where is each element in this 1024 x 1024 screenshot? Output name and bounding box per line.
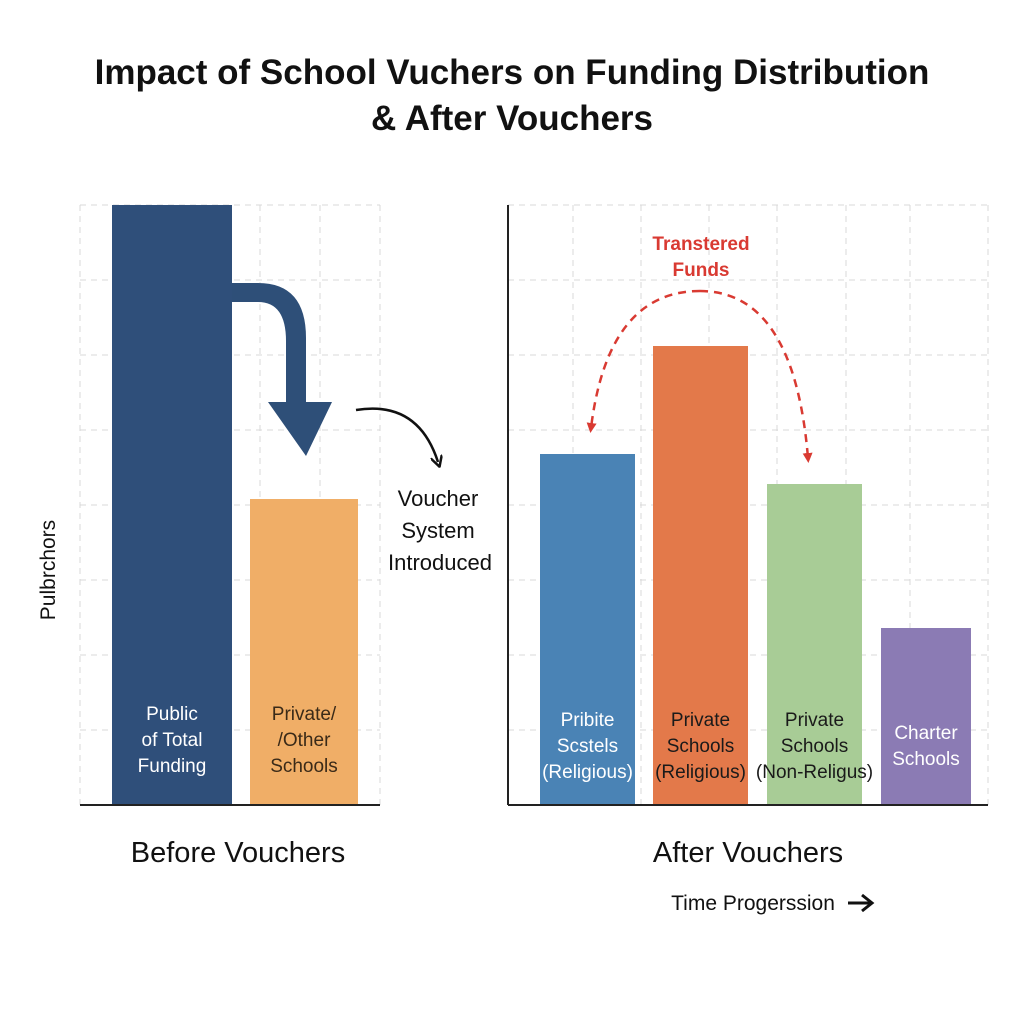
chart-title-line-1: Impact of School Vuchers on Funding Dist… — [94, 53, 930, 92]
before-bar-1-label: of Total — [142, 730, 203, 751]
after-panel-bars: Pribite Scstels (Religious) Private Schools (… — [540, 346, 971, 805]
chart-title: Impact of School Vuchers on Funding Dist… — [0, 50, 1024, 142]
after-bar-4-label: Schools — [892, 749, 960, 770]
before-bar-1-label: Funding — [138, 756, 207, 777]
transfer-arrow-left — [586, 289, 701, 433]
before-panel-bars: Public of Total Funding Private/ /Other Schoo… — [112, 205, 358, 805]
after-bar-3 — [767, 484, 862, 805]
transfer-note-line-2: Funds — [673, 260, 730, 281]
after-bar-4-label: Charter — [894, 723, 958, 744]
before-bar-1 — [112, 205, 232, 805]
after-bar-3-label: (Non-Religus) — [756, 762, 873, 783]
after-panel-title: After Vouchers — [653, 837, 843, 869]
before-bar-1-label: Public — [146, 704, 198, 725]
after-bar-3-label: Private — [785, 710, 844, 731]
before-bar-2-label: Schools — [270, 756, 338, 777]
time-progression-label: Time Progerssion — [671, 892, 835, 915]
after-bar-4 — [881, 628, 971, 805]
after-bar-2-label: (Religious) — [655, 762, 746, 783]
chart-title-line-2: & After Vouchers — [371, 99, 653, 138]
funding-flow-arrow — [232, 283, 332, 456]
after-bar-3-label: Schools — [781, 736, 849, 757]
after-bar-2 — [653, 346, 748, 805]
voucher-note-line-1: Voucher — [398, 486, 479, 511]
after-bar-1 — [540, 454, 635, 805]
transfer-note-line-1: Transtered — [652, 234, 749, 255]
before-bar-2-label: Private/ — [272, 704, 337, 725]
voucher-arrow — [355, 407, 438, 462]
after-bar-1-label: Scstels — [557, 736, 618, 757]
after-bar-2-label: Private — [671, 710, 730, 731]
voucher-note-line-2: System — [401, 518, 474, 543]
before-bar-2-label: /Other — [278, 730, 331, 751]
after-bar-1-label: (Religious) — [542, 762, 633, 783]
before-panel-title: Before Vouchers — [131, 837, 345, 869]
transfer-arrow-right — [699, 289, 813, 463]
voucher-note-line-3: Introduced — [388, 550, 492, 575]
after-bar-2-label: Schools — [667, 736, 735, 757]
y-axis-label: Pulbrchors — [37, 520, 60, 620]
before-bar-2 — [250, 499, 358, 805]
after-bar-1-label: Pribite — [561, 710, 615, 731]
right-arrow-icon — [848, 893, 875, 913]
